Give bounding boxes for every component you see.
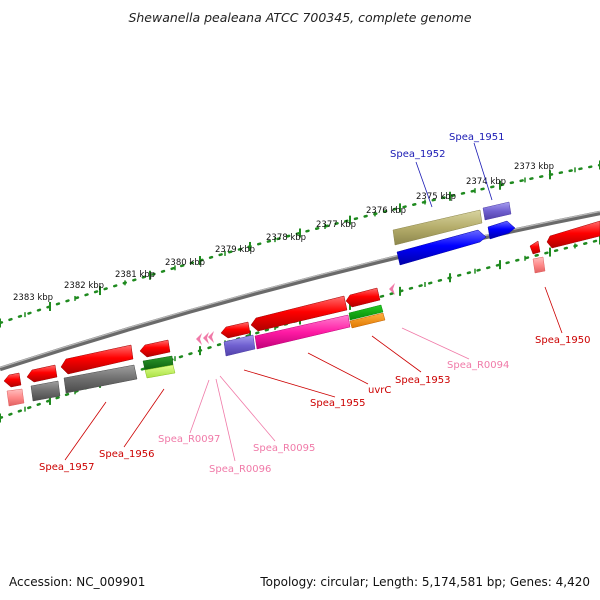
gene-blue-short[interactable] [487, 220, 516, 240]
gene-purple-reverse[interactable] [223, 334, 256, 357]
gene-red-medium[interactable] [345, 287, 381, 308]
label-spea1951[interactable]: Spea_1951 [449, 132, 504, 143]
callout-line-uvrC [307, 352, 369, 385]
reverse-callouts [64, 286, 563, 462]
gene-red-right[interactable] [546, 220, 600, 249]
reverse-labels: Spea_1950 Spea_R0094 Spea_1953 uvrC Spea… [39, 335, 590, 475]
gene-red-leftmost[interactable] [3, 372, 22, 388]
gene-red-small-right[interactable] [529, 240, 541, 255]
gene-red-left[interactable] [26, 364, 58, 383]
scale-label-2376: 2376 kbp [366, 206, 406, 216]
scale-label-2380: 2380 kbp [165, 258, 205, 268]
scale-label-2375: 2375 kbp [416, 192, 456, 202]
accession-text: Accession: NC_009901 [9, 575, 145, 589]
gene-magenta[interactable] [254, 314, 351, 350]
callout-line-spea1957 [64, 401, 107, 461]
callout-line-speaR0094 [401, 327, 470, 360]
scale-label-2381: 2381 kbp [115, 270, 155, 280]
label-spea1953[interactable]: Spea_1953 [395, 375, 450, 386]
scale-label-2377: 2377 kbp [316, 220, 356, 230]
label-spea1955[interactable]: Spea_1955 [310, 398, 365, 409]
gene-blue-long[interactable] [396, 229, 487, 266]
gene-red-large[interactable] [250, 295, 348, 332]
label-speaR0095[interactable]: Spea_R0095 [253, 443, 315, 454]
callout-line-speaR0096 [215, 378, 236, 462]
label-spea1950[interactable]: Spea_1950 [535, 335, 590, 346]
outer-scale-track [0, 163, 600, 325]
label-spea1952[interactable]: Spea_1952 [390, 149, 445, 160]
gene-olive-bar[interactable] [392, 209, 483, 246]
forward-strand-features [392, 201, 600, 274]
gene-red-mid[interactable] [60, 344, 134, 375]
gene-pink-small-right[interactable] [532, 256, 546, 274]
forward-callouts [415, 142, 493, 208]
gene-pink-left[interactable] [6, 388, 25, 407]
map-title: Shewanella pealeana ATCC 700345, complet… [128, 10, 471, 25]
topology-text: Topology: circular; Length: 5,174,581 bp… [259, 575, 590, 589]
scale-label-2378: 2378 kbp [266, 233, 306, 243]
gene-purple-forward[interactable] [482, 201, 512, 221]
callout-line-spea1955 [243, 369, 336, 398]
label-uvrC[interactable]: uvrC [368, 385, 391, 396]
callout-line-spea1956 [123, 388, 165, 448]
label-speaR0097[interactable]: Spea_R0097 [158, 434, 220, 445]
gene-lime-small[interactable] [144, 364, 176, 379]
label-spea1956[interactable]: Spea_1956 [99, 449, 154, 460]
gene-gray-small[interactable] [30, 380, 61, 402]
scale-label-2373: 2373 kbp [514, 162, 554, 172]
label-spea1957[interactable]: Spea_1957 [39, 462, 94, 473]
rna-arrow-r0095[interactable] [208, 331, 214, 343]
callout-line-spea1952 [415, 161, 433, 208]
callout-line-speaR0095 [219, 375, 276, 442]
gene-red-small[interactable] [220, 321, 251, 339]
callout-line-spea1951 [473, 142, 493, 201]
gene-green-small[interactable] [348, 304, 384, 321]
forward-labels: Spea_1951 Spea_1952 [390, 132, 504, 160]
label-speaR0094[interactable]: Spea_R0094 [447, 360, 509, 371]
scale-label-2379: 2379 kbp [215, 245, 255, 255]
callout-line-spea1950 [544, 286, 563, 334]
callout-line-speaR0097 [189, 379, 210, 434]
gene-orange-small[interactable] [349, 312, 386, 329]
label-speaR0096[interactable]: Spea_R0096 [209, 464, 271, 475]
scale-label-2383: 2383 kbp [13, 293, 53, 303]
rna-arrow-r0096[interactable] [203, 332, 209, 344]
reverse-strand-features [3, 283, 395, 407]
outer-scale-ticks [0, 160, 600, 328]
callout-line-spea1953 [371, 335, 422, 373]
gene-gray-large[interactable] [63, 364, 138, 394]
genome-backbone [0, 210, 600, 372]
rna-arrow-r0097[interactable] [196, 333, 202, 345]
rna-arrow-r0094[interactable] [389, 283, 395, 295]
gene-red-mid-right[interactable] [139, 339, 171, 358]
scale-label-2382: 2382 kbp [64, 281, 104, 291]
